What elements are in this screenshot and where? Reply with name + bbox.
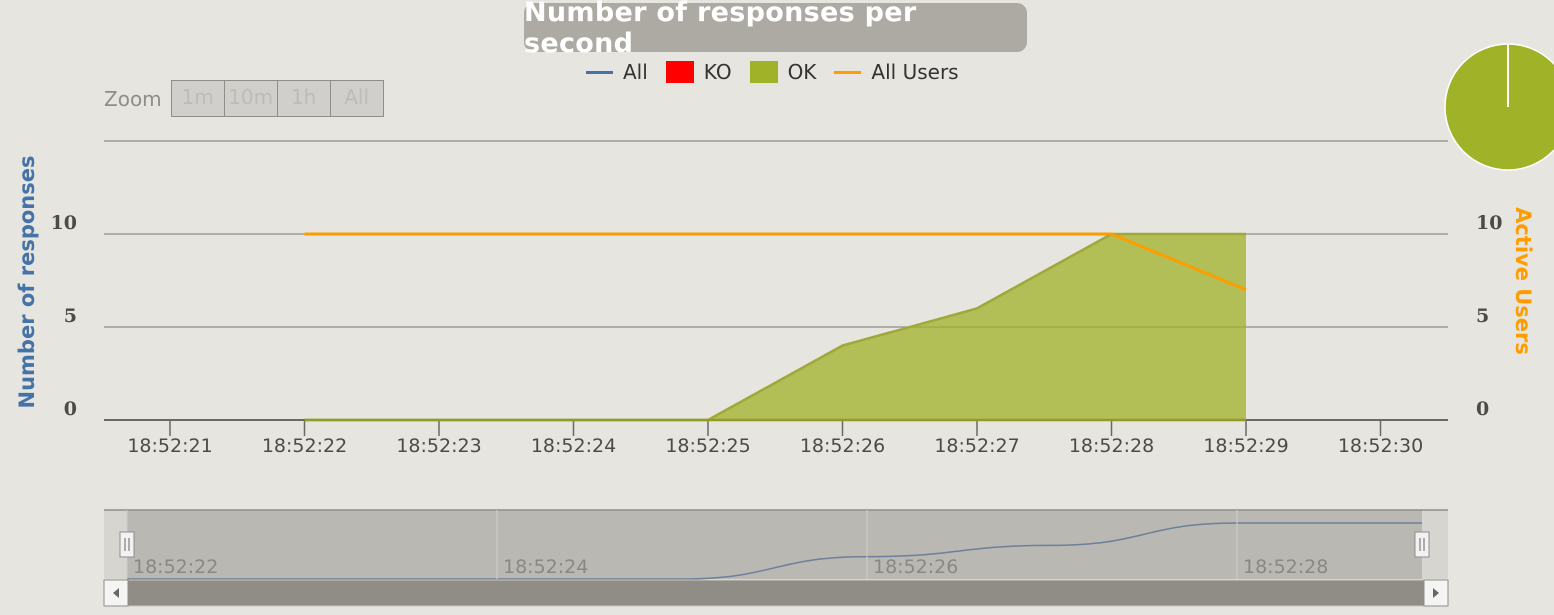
y-right-tick-label-0: 0: [1476, 398, 1489, 420]
x-tick-label-0: 18:52:21: [127, 435, 212, 457]
y-left-tick-label-1: 5: [64, 305, 77, 327]
y-right-axis-title: Active Users: [1511, 207, 1535, 355]
chart-title: Number of responses per second: [524, 0, 917, 59]
handle-box-1: [1414, 531, 1430, 558]
legend-label-ko: KO: [703, 60, 732, 84]
legend-label-ok: OK: [787, 60, 817, 84]
pie-slice-ok: [1444, 43, 1554, 171]
navigator-label-3: 18:52:28: [1243, 556, 1328, 578]
zoom-1h-button[interactable]: 1h: [278, 81, 331, 116]
x-tick-label-6: 18:52:27: [934, 435, 1019, 457]
y-left-axis-title: Number of responses: [15, 156, 39, 409]
series-ok-area: [304, 234, 1246, 420]
x-tick-label-1: 18:52:22: [262, 435, 347, 457]
legend-label-all: All: [623, 60, 648, 84]
navigator-left-handle[interactable]: [119, 531, 135, 558]
legend-swatch-all-users: [834, 70, 862, 74]
scrollbar-left-arrow-icon: [113, 588, 119, 598]
x-tick-label-2: 18:52:23: [396, 435, 481, 457]
legend-swatch-ok: [749, 61, 778, 83]
navigator-right-handle[interactable]: [1414, 531, 1430, 558]
legend-item-all-users[interactable]: All Users: [834, 60, 959, 84]
navigator-label-0: 18:52:22: [133, 556, 218, 578]
legend-item-ok[interactable]: OK: [749, 60, 817, 84]
y-left-tick-label-2: 10: [51, 212, 77, 234]
x-tick-label-9: 18:52:30: [1338, 435, 1423, 457]
x-tick-label-4: 18:52:25: [665, 435, 750, 457]
y-right-tick-label-1: 5: [1476, 305, 1489, 327]
x-tick-label-7: 18:52:28: [1069, 435, 1154, 457]
chart-title-box: Number of responses per second: [524, 0, 1027, 59]
navigator-selected-range: [127, 510, 1422, 579]
legend-swatch-ko: [665, 61, 694, 83]
navigator-label-2: 18:52:26: [873, 556, 958, 578]
scrollbar-right-arrow-icon: [1433, 588, 1439, 598]
y-left-tick-label-0: 0: [64, 398, 77, 420]
navigator-label-1: 18:52:24: [503, 556, 588, 578]
scrollbar-track[interactable]: [103, 579, 1449, 607]
legend-item-all[interactable]: All: [586, 60, 648, 84]
series-all-users-line: [304, 232, 1247, 292]
zoom-control: Zoom 1m 10m 1h All: [104, 80, 384, 117]
legend-swatch-all: [586, 70, 613, 74]
zoom-10m-button[interactable]: 10m: [225, 81, 278, 116]
navigator-series-line: [127, 522, 1422, 580]
legend-item-ko[interactable]: KO: [665, 60, 732, 84]
zoom-label: Zoom: [104, 86, 162, 111]
zoom-buttons: 1m 10m 1h All: [170, 80, 384, 117]
x-tick-label-8: 18:52:29: [1203, 435, 1288, 457]
handle-box-0: [119, 531, 135, 558]
zoom-1m-button[interactable]: 1m: [172, 81, 225, 116]
legend-label-all-users: All Users: [871, 60, 959, 84]
y-right-tick-label-2: 10: [1476, 212, 1502, 234]
legend: All KO OK All Users: [586, 60, 977, 84]
x-tick-label-5: 18:52:26: [800, 435, 885, 457]
x-tick-label-3: 18:52:24: [531, 435, 616, 457]
zoom-all-button[interactable]: All: [344, 85, 370, 109]
